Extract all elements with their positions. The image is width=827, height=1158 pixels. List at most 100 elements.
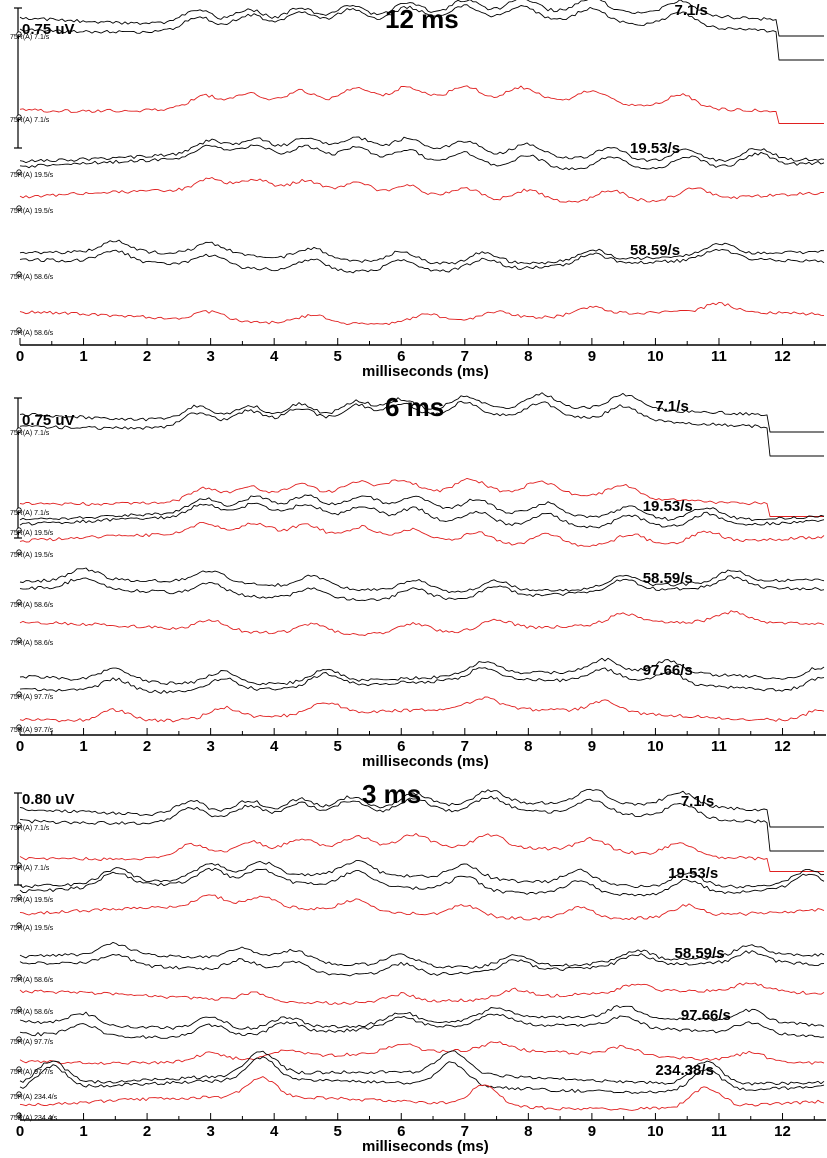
trace-origin-marker — [16, 822, 22, 828]
series-trace — [19, 494, 825, 522]
trace-label: 75R(A) 7.1/s — [10, 510, 50, 517]
x-axis-title: milliseconds (ms) — [362, 753, 489, 770]
trace-origin-marker — [16, 974, 22, 980]
x-tick-label: 10 — [647, 1123, 664, 1140]
stimulus-rate-label: 7.1/s — [680, 793, 715, 810]
trace-origin-marker — [16, 427, 22, 433]
stimulus-rate-label: 234.38/s — [655, 1062, 714, 1079]
series-trace — [19, 1013, 825, 1039]
x-tick-label: 9 — [587, 1123, 597, 1140]
trace-label: 75R(A) 19.5/s — [10, 897, 54, 904]
trace-origin-marker — [16, 1066, 22, 1072]
x-tick-label: 8 — [524, 1123, 533, 1140]
trace-label: 75R(A) 7.1/s — [10, 865, 50, 872]
x-tick-label: 5 — [333, 348, 342, 365]
x-tick-label: 7 — [460, 738, 469, 755]
abr-panel-3ms: 75R(A) 7.1/s 75R(A) 7.1/s 75R(A) 19.5/s 75R… — [0, 775, 827, 1158]
series-trace — [19, 301, 825, 326]
series-trace — [19, 400, 824, 457]
series-trace — [19, 788, 824, 828]
trace-origin-marker — [16, 922, 22, 928]
trace-label: 75R(A) 97.7/s — [10, 1039, 54, 1046]
x-tick-label: 5 — [333, 738, 342, 755]
series-trace — [19, 239, 825, 265]
series-trace — [19, 136, 825, 164]
stimulus-rate-label: 19.53/s — [642, 498, 693, 515]
trace-label: 75R(A) 58.6/s — [10, 274, 54, 281]
x-tick-label: 3 — [206, 348, 215, 365]
x-tick-label: 1 — [79, 348, 88, 365]
trace-label: 75R(A) 7.1/s — [10, 117, 50, 124]
x-axis-title: milliseconds (ms) — [362, 1138, 489, 1155]
trace-label: 75R(A) 7.1/s — [10, 430, 50, 437]
x-tick-label: 8 — [524, 738, 533, 755]
x-tick-label: 3 — [206, 738, 215, 755]
series-trace — [19, 867, 825, 897]
trace-label: 75R(A) 58.6/s — [10, 602, 54, 609]
amplitude-scale-label: 0.75 uV — [22, 412, 75, 429]
panel-title: 3 ms — [362, 779, 422, 809]
amplitude-scale-label: 0.80 uV — [22, 791, 75, 808]
trace-origin-marker — [16, 114, 22, 120]
trace-origin-marker — [16, 271, 22, 277]
series-trace — [19, 696, 825, 723]
trace-label: 75R(A) 58.6/s — [10, 640, 54, 647]
stimulus-rate-label: 7.1/s — [674, 2, 708, 19]
trace-label: 75R(A) 234.4/s — [10, 1115, 58, 1122]
stimulus-rate-label: 19.53/s — [668, 865, 719, 882]
trace-origin-marker — [16, 862, 22, 868]
trace-label: 75R(A) 19.5/s — [10, 172, 54, 179]
trace-origin-marker — [16, 205, 22, 211]
trace-label: 75R(A) 19.5/s — [10, 552, 54, 559]
stimulus-rate-label: 58.59/s — [642, 570, 693, 587]
stimulus-rate-label: 97.66/s — [642, 662, 693, 679]
x-tick-label: 2 — [142, 348, 152, 365]
series-trace — [19, 950, 825, 977]
x-tick-label: 12 — [774, 348, 791, 365]
x-tick-label: 11 — [711, 348, 727, 365]
trace-label: 75R(A) 58.6/s — [10, 1009, 54, 1016]
series-trace — [19, 1050, 825, 1086]
abr-panel-6ms: 75R(A) 7.1/s 75R(A) 7.1/s 75R(A) 19.5/s 75R… — [0, 390, 827, 775]
waveform-plot — [14, 392, 826, 736]
x-tick-label: 9 — [587, 348, 597, 365]
amplitude-scale-label: 0.75 uV — [22, 21, 75, 38]
trace-origin-marker — [16, 31, 22, 37]
trace-origin-marker — [16, 894, 22, 900]
trace-label: 75R(A) 97.7/s — [10, 694, 54, 701]
waveform-plot — [14, 788, 826, 1121]
x-tick-label: 0 — [15, 1123, 25, 1140]
series-trace — [19, 575, 825, 602]
series-trace — [19, 833, 824, 872]
x-tick-label: 11 — [711, 738, 727, 755]
waveform-plot — [14, 0, 826, 346]
x-tick-label: 8 — [524, 348, 533, 365]
x-axis-title: milliseconds (ms) — [362, 363, 489, 380]
x-tick-label: 10 — [647, 348, 664, 365]
stimulus-rate-label: 58.59/s — [674, 945, 725, 962]
trace-label: 75R(A) 19.5/s — [10, 208, 54, 215]
trace-label: 75R(A) 234.4/s — [10, 1094, 58, 1101]
x-tick-label: 9 — [587, 738, 597, 755]
series-trace — [19, 982, 825, 1005]
x-tick-label: 1 — [79, 738, 88, 755]
x-tick-label: 12 — [774, 738, 791, 755]
x-tick-label: 3 — [206, 1123, 215, 1140]
trace-label: 75R(A) 19.5/s — [10, 530, 54, 537]
x-tick-label: 5 — [333, 1123, 342, 1140]
trace-origin-marker — [16, 527, 22, 533]
panel-title: 12 ms — [385, 4, 459, 34]
series-trace — [19, 941, 825, 969]
x-tick-label: 7 — [460, 348, 469, 365]
x-tick-label: 2 — [142, 1123, 152, 1140]
x-tick-label: 12 — [774, 1123, 791, 1140]
trace-origin-marker — [16, 327, 22, 333]
series-trace — [19, 894, 825, 921]
x-tick-label: 6 — [397, 738, 406, 755]
panel-title: 6 ms — [385, 392, 445, 422]
trace-origin-marker — [16, 507, 22, 513]
x-tick-label: 4 — [270, 738, 279, 755]
abr-panel-12ms: 75R(A) 7.1/s 75R(A) 7.1/s 75R(A) 19.5/s 75R… — [0, 0, 827, 385]
x-tick-label: 0 — [15, 348, 25, 365]
series-trace — [19, 502, 825, 529]
